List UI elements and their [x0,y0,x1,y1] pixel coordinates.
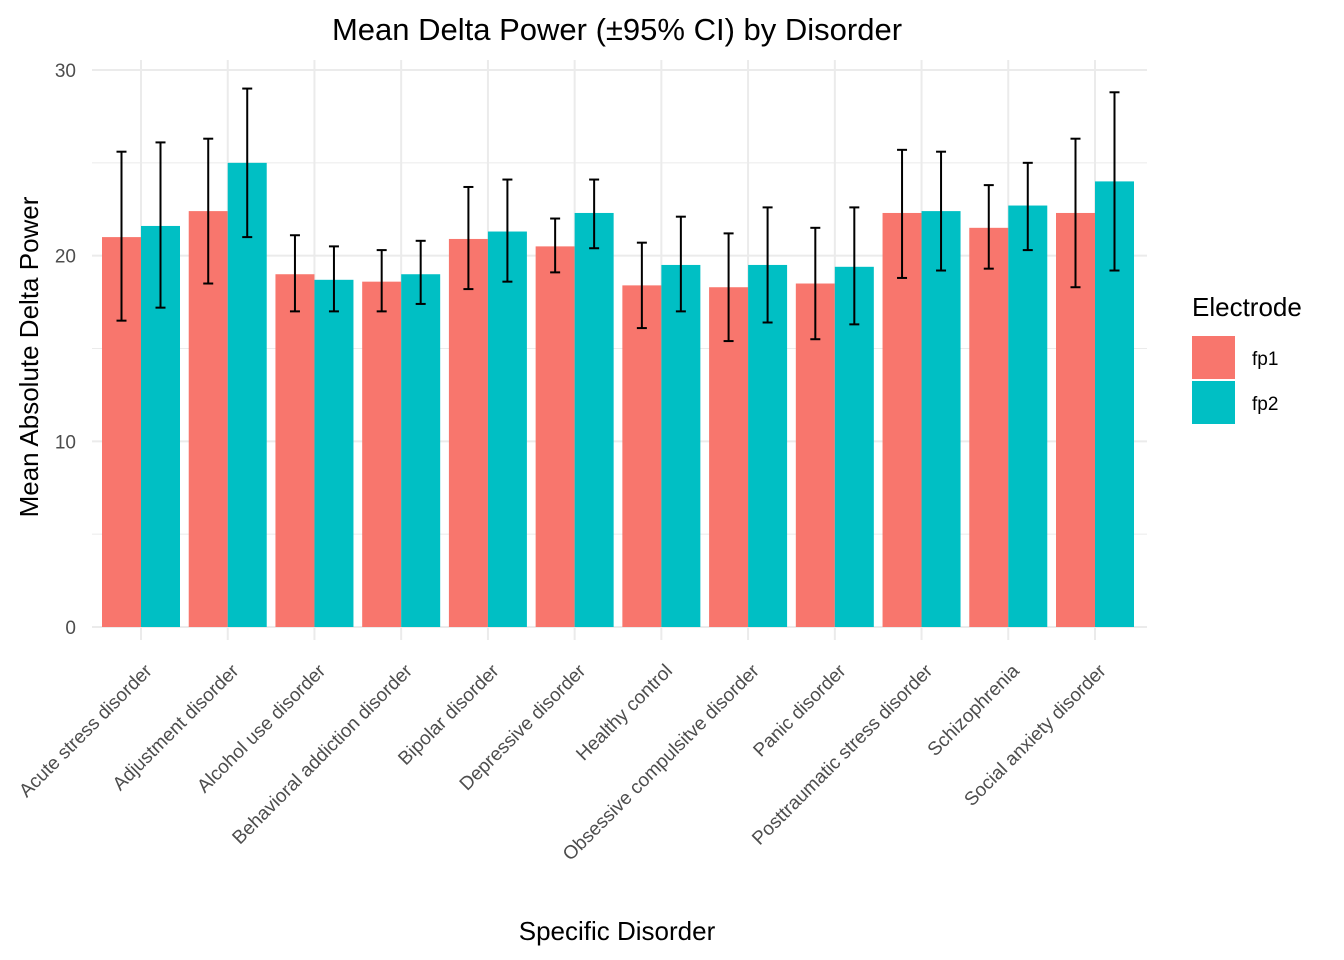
bar-fp1 [969,227,1009,628]
bar-fp1 [709,287,749,627]
legend-title: Electrode [1192,292,1302,322]
x-tick-label: Behavioral addiction disorder [229,660,418,849]
legend-key-fp1 [1192,336,1235,379]
bar-fp1 [448,238,488,627]
y-tick-label: 10 [55,432,76,453]
bar-fp1 [622,285,662,627]
bar-fp2 [401,274,441,627]
x-tick-label: Obsessive compulsitve disorder [559,660,764,865]
bar-fp2 [661,264,701,627]
bar-fp2 [834,266,874,627]
y-tick-label: 30 [55,61,76,82]
bar-fp1 [535,246,575,627]
bar-fp2 [1008,205,1048,627]
y-tick-label: 0 [65,618,76,639]
bar-fp2 [227,162,267,628]
y-tick-label: 20 [55,247,76,268]
legend-items: fp1 fp2 [1192,336,1278,424]
legend-label-fp2: fp2 [1252,394,1278,415]
x-tick-label: Social anxiety disorder [961,660,1111,810]
bar-fp1 [795,283,835,627]
bar-fp1 [362,281,402,627]
bar-fp1 [275,274,315,627]
legend: Electrode fp1 fp2 [1192,292,1302,424]
x-tick-label: Schizophrenia [924,660,1024,760]
error-bars [116,87,1120,343]
y-tick-labels: 0 10 20 30 [55,61,76,639]
x-axis-title: Specific Disorder [519,916,716,946]
bar-fp1 [882,212,922,628]
legend-label-fp1: fp1 [1252,349,1278,370]
bar-fp2 [487,231,527,627]
bar-fp2 [314,279,354,627]
bar-fp2 [748,264,788,627]
legend-key-fp2 [1192,381,1235,424]
bar-fp2 [574,212,614,628]
bar-fp2 [921,211,961,627]
chart-title: Mean Delta Power (±95% CI) by Disorder [332,12,902,47]
x-tick-label: Posttraumatic stress disorder [748,660,937,849]
y-axis-title: Mean Absolute Delta Power [14,196,44,517]
bars [102,162,1134,628]
